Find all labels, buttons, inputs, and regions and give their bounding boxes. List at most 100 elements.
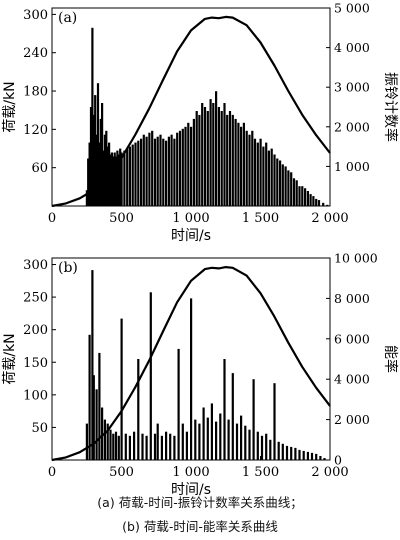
data-bar [101,103,104,206]
x-tick-label: 1 500 [242,211,279,226]
data-bar [220,111,223,206]
data-bar [287,170,290,206]
data-bar [185,431,188,460]
x-axis-title: 时间/s [171,228,211,244]
y-tick-label: 60 [31,161,48,176]
data-bar [88,142,91,206]
x-tick-label: 1 000 [172,211,209,226]
data-bar [252,379,255,460]
data-bar [240,126,243,206]
y-tick-label: 300 [23,258,48,273]
data-bar [212,103,215,206]
data-bar [298,449,301,460]
data-bar [105,130,108,206]
data-bar [106,423,109,460]
data-bar [117,154,120,206]
data-bar [251,130,254,206]
data-bar [103,134,106,206]
y-tick-label: 300 [23,8,48,23]
data-bar [177,348,180,460]
data-bar [156,136,159,206]
data-bar [301,186,304,206]
data-bar [128,146,131,206]
data-bar [267,150,270,206]
data-bar [131,144,134,206]
data-bar [88,334,91,460]
data-bar [219,413,222,460]
data-bar [190,298,193,460]
data-bar [114,431,118,460]
data-bar [123,150,126,206]
data-bar [244,425,247,460]
data-bar [165,140,168,206]
caption-a-text: 荷载-时间-振铃计数率关系曲线； [118,495,303,510]
data-bar [273,154,276,206]
data-bar [85,423,88,460]
data-bar [256,142,259,206]
data-bar [306,191,309,206]
data-bar [160,435,163,460]
data-bar [260,435,264,460]
y-tick-label: 180 [23,85,48,100]
data-bar [91,27,94,206]
data-bar [248,429,251,460]
caption-a-label: (a) [97,495,115,510]
data-bar [119,148,122,206]
data-bar [203,107,207,206]
data-bar [322,202,325,206]
data-bar [270,148,273,206]
data-bar [319,456,322,460]
data-bar [148,132,151,206]
data-bar [91,270,94,460]
data-bar [202,407,205,460]
data-bar [87,158,90,206]
data-bar [162,138,165,206]
load-curve [51,266,331,462]
x-tick-label: 0 [48,465,56,480]
x-tick-label: 2 000 [311,465,348,480]
y2-tick-label: 8 000 [334,291,370,306]
data-bar [259,138,262,206]
x-tick-label: 1 500 [242,465,279,480]
data-bar [292,178,296,206]
data-bar [178,130,182,206]
data-bar [140,138,143,206]
y2-tick-label: 0 [334,453,342,468]
data-bar [98,142,101,206]
panel-label: (a) [58,10,77,26]
data-bar [217,107,220,206]
data-bar [113,152,116,206]
y2-axis-title: 能率 [382,345,399,373]
data-bar [276,158,279,206]
data-bar [279,160,282,206]
caption-b-label: (b) [122,519,140,534]
data-bar [117,435,120,460]
data-bar [176,132,179,206]
y-tick-label: 50 [31,421,48,436]
chart-panel-a: 0 500 1 000 1 500 2 000 60 120 180 240 300 1 000 2 … [2,1,399,245]
y-tick-label: 200 [23,323,48,338]
data-bar [326,204,329,206]
data-bar [112,156,115,206]
data-bar [210,403,213,460]
data-bar [169,433,172,460]
data-bar [306,451,309,460]
data-bar [134,142,137,206]
data-bar [223,103,226,206]
data-bar [234,118,237,206]
data-bar [248,134,251,206]
data-bar [265,142,268,206]
data-bar [184,126,187,206]
data-bar [240,415,243,460]
data-bar [206,417,209,460]
data-bar [96,83,100,206]
y2-tick-label: 4 000 [334,40,370,55]
data-bar [198,423,201,460]
data-bar [85,190,88,206]
y2-tick-label: 3 000 [334,80,370,95]
data-bar [309,194,312,206]
data-bar [235,423,239,460]
data-bar [128,435,131,460]
data-bar [103,419,106,460]
data-bar [109,429,112,460]
